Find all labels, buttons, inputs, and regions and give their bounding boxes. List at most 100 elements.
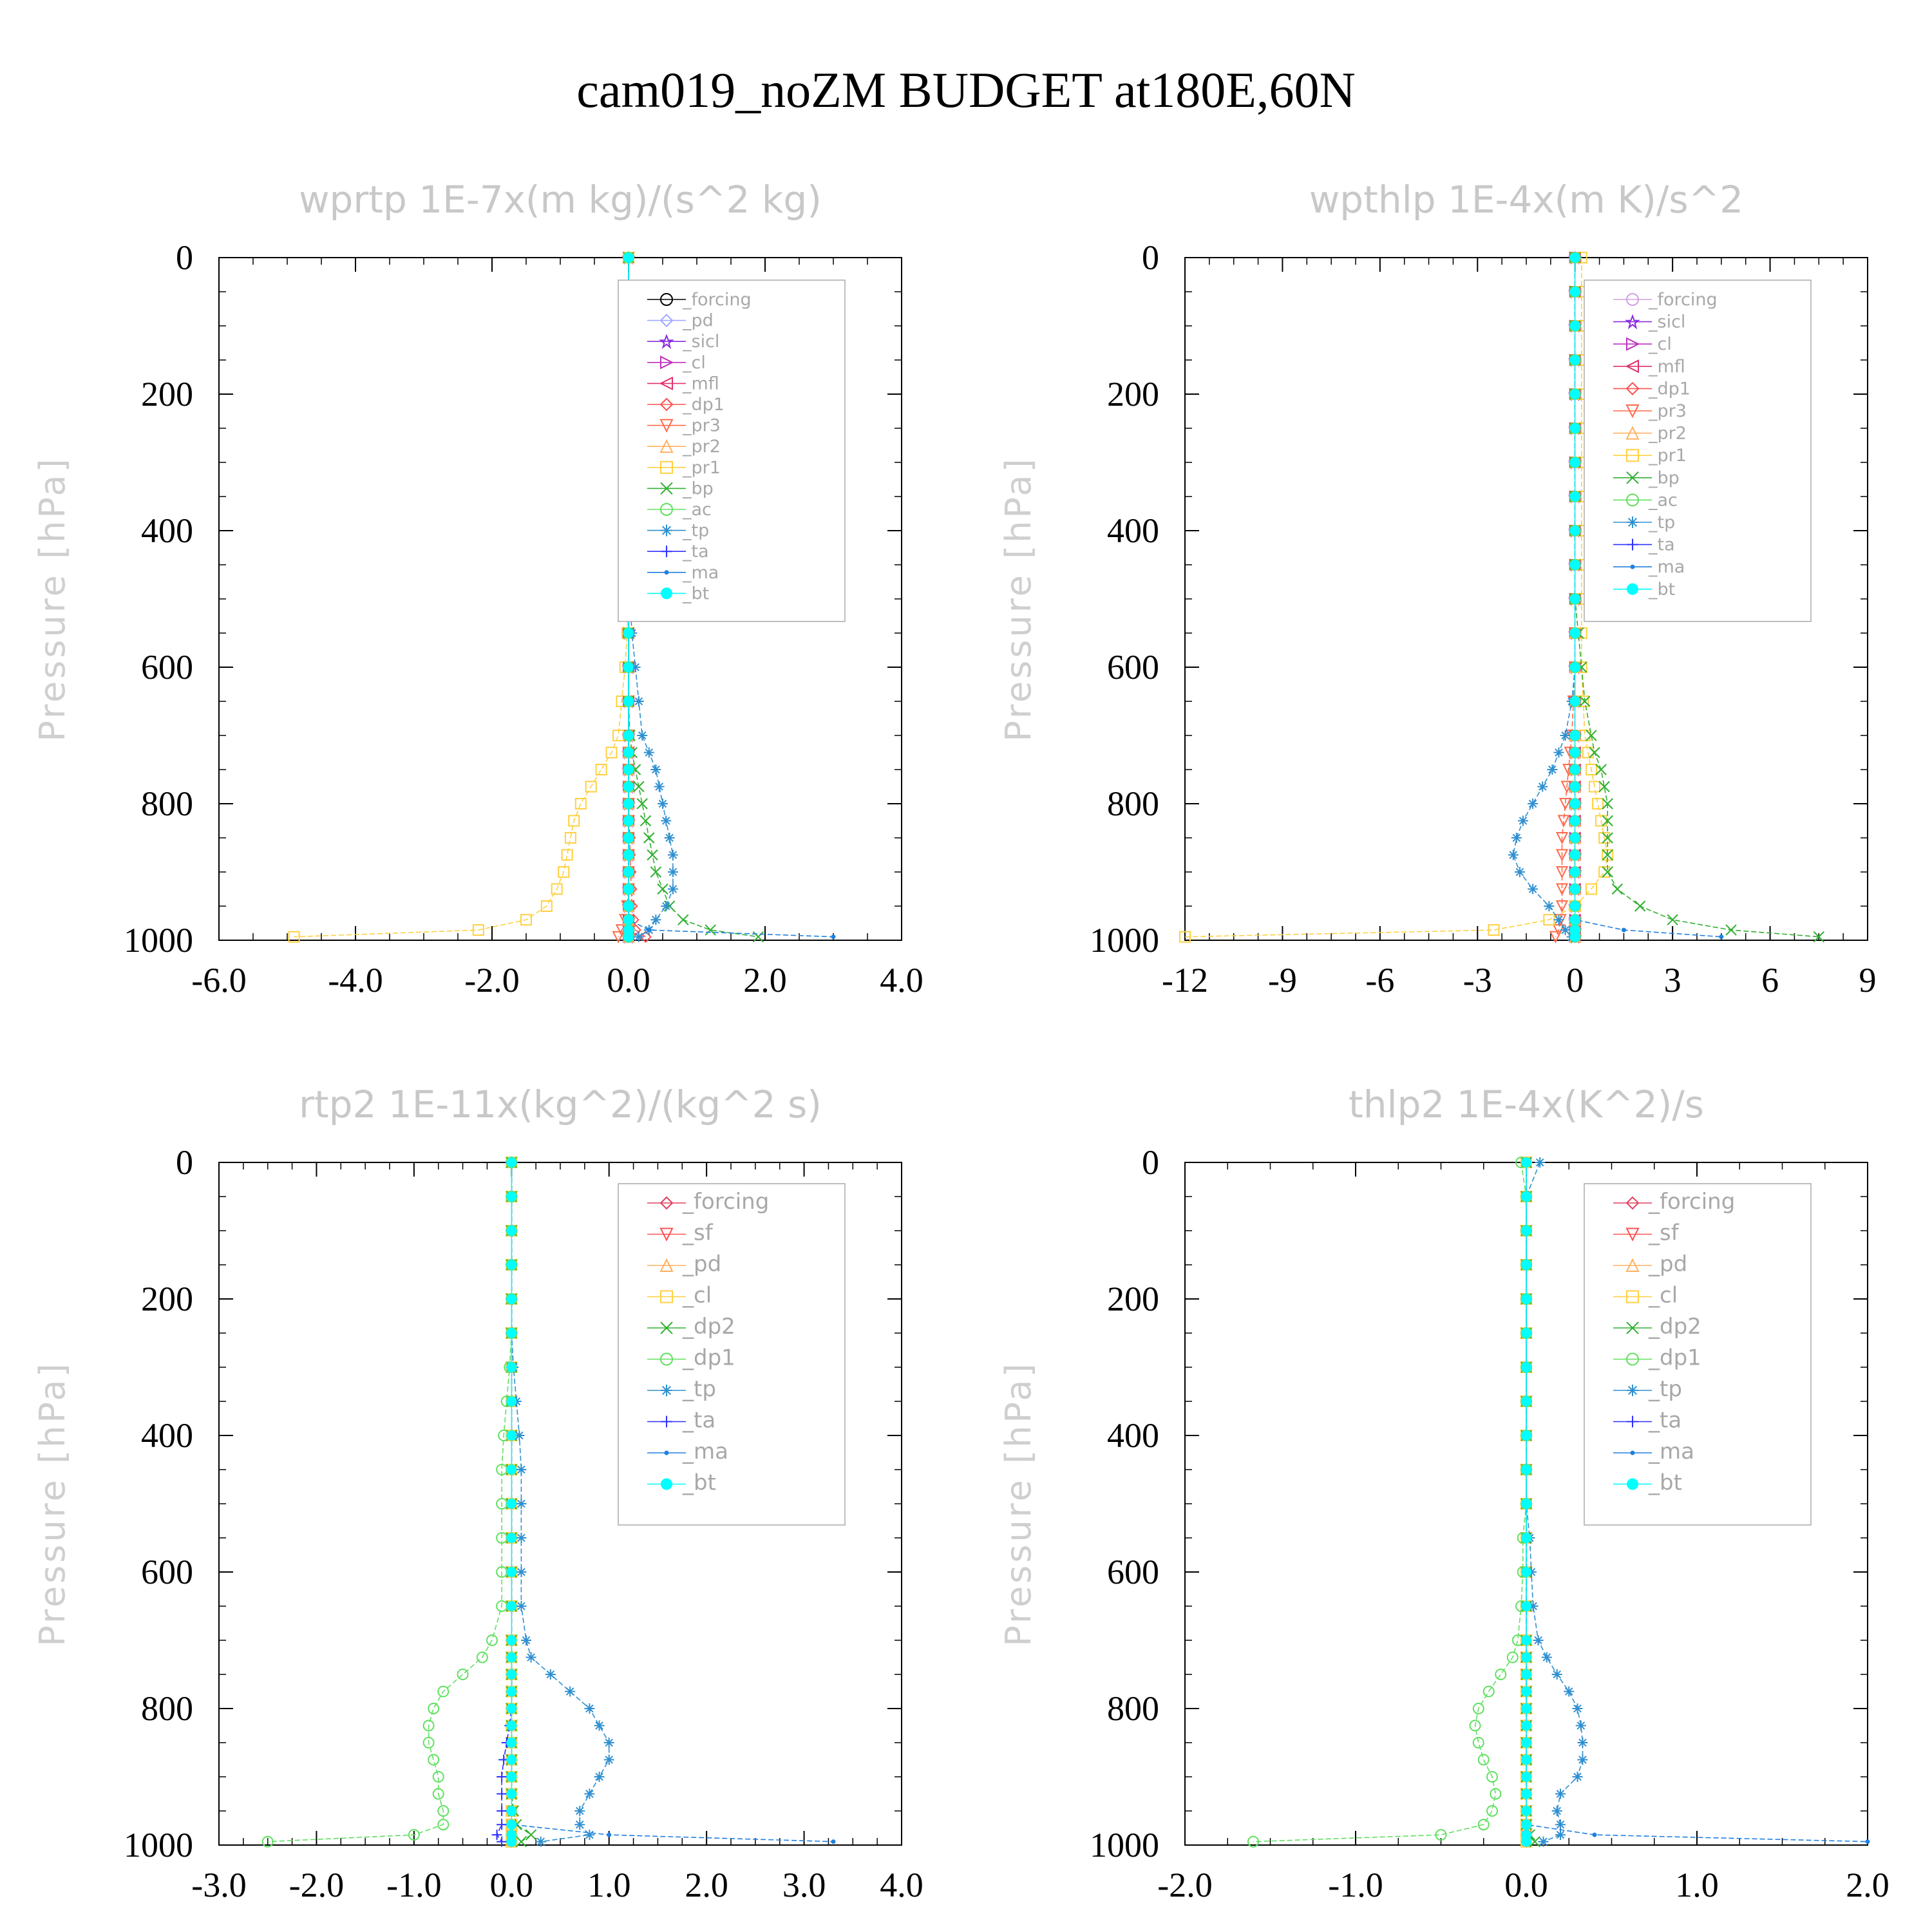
data-point: [584, 1830, 595, 1841]
data-point: [1569, 423, 1580, 433]
data-point: [650, 764, 661, 775]
legend-label: _ma: [1648, 557, 1685, 577]
data-point: [667, 849, 678, 860]
series-line: [1184, 258, 1609, 938]
legend-entry: _tp: [647, 1376, 716, 1402]
legend-label: _pr1: [1648, 446, 1687, 466]
data-point: [633, 781, 645, 793]
legend-marker: [659, 376, 673, 391]
legend-label: _pr2: [682, 437, 721, 457]
x-tick-label: 0.0: [607, 961, 650, 999]
legend-label: _pd: [682, 1251, 721, 1277]
x-tick-label: -4.0: [328, 961, 383, 999]
y-tick-label: 200: [1107, 375, 1159, 413]
legend-entry: _dp1: [647, 1345, 735, 1371]
data-point: [1521, 1669, 1531, 1680]
data-point: [432, 1788, 444, 1800]
legend-label: _dp1: [682, 1345, 735, 1371]
legend-marker: [660, 1290, 673, 1303]
data-point: [506, 1836, 517, 1847]
y-tick-label: 200: [141, 375, 193, 413]
data-point: [623, 730, 634, 741]
data-point: [1569, 491, 1580, 502]
series-line: [1526, 1162, 1584, 1842]
data-point: [506, 1294, 517, 1304]
data-point: [1495, 1669, 1507, 1680]
data-point: [661, 815, 672, 826]
data-point: [1557, 815, 1570, 828]
data-point: [677, 914, 689, 925]
figure-title: cam019_noZM BUDGET at180E,60N: [576, 62, 1356, 118]
legend-entry: _ac: [1613, 490, 1678, 510]
legend-label: _pr2: [1648, 424, 1687, 444]
data-point: [1469, 1719, 1481, 1732]
legend-entry: _dp2: [647, 1314, 735, 1340]
data-point: [1551, 1669, 1562, 1680]
data-point: [1598, 781, 1610, 793]
legend-entry: _forcing: [1613, 1189, 1735, 1215]
data-point: [1521, 1294, 1531, 1304]
data-point: [428, 1754, 440, 1766]
data-point: [1551, 1806, 1562, 1816]
y-tick-label: 800: [1107, 1689, 1159, 1728]
data-point: [476, 1651, 488, 1663]
data-point: [607, 1832, 612, 1837]
legend-label: _bt: [682, 583, 709, 603]
legend-entry: _ma: [647, 563, 719, 583]
data-point: [521, 1635, 531, 1645]
data-point: [506, 1362, 517, 1372]
data-point: [486, 1634, 498, 1646]
data-point: [831, 934, 836, 940]
data-point: [1586, 730, 1597, 741]
legend-entry: _pr2: [1613, 424, 1687, 444]
y-tick-label: 1000: [124, 921, 193, 960]
data-point: [516, 1499, 527, 1509]
data-point: [1865, 1839, 1870, 1844]
data-point: [1537, 781, 1548, 792]
series_pr1: [1179, 252, 1614, 943]
chart-panel-rtp2: rtp2 1E-11x(kg^2)/(kg^2 s) Pressure [hPa]…: [32, 1083, 923, 1904]
legend-label: _sicl: [682, 332, 719, 352]
data-point: [1514, 867, 1525, 877]
data-point: [551, 883, 563, 895]
data-point: [506, 1260, 517, 1270]
data-point: [506, 1772, 517, 1782]
legend-marker: [659, 419, 674, 433]
legend-label: _ma: [1648, 1439, 1694, 1464]
data-point: [1521, 1533, 1531, 1543]
data-point: [623, 628, 634, 638]
data-point: [643, 832, 655, 844]
x-tick-label: 4.0: [880, 1866, 923, 1904]
data-point: [1813, 931, 1824, 943]
data-point: [1592, 798, 1604, 810]
data-point: [506, 1635, 517, 1645]
legend-marker: [661, 545, 672, 558]
legend-marker: [1625, 314, 1640, 330]
data-point: [1528, 884, 1539, 895]
data-point: [422, 1719, 435, 1732]
y-tick-label: 0: [1142, 1143, 1159, 1182]
data-point: [1602, 866, 1613, 878]
data-point: [491, 1830, 502, 1841]
legend-marker: [1630, 1450, 1635, 1455]
data-point: [506, 1157, 517, 1168]
legend-marker: [664, 1450, 669, 1455]
y-tick-label: 800: [1107, 784, 1159, 823]
legend-marker: [1626, 1290, 1639, 1303]
data-point: [1569, 747, 1580, 758]
data-point: [1621, 927, 1626, 933]
legend-label: _tp: [1648, 1376, 1682, 1402]
data-point: [261, 1835, 274, 1848]
legend-label: _forcing: [1648, 1189, 1735, 1215]
data-point: [497, 1788, 507, 1799]
data-point: [516, 1567, 527, 1577]
data-point: [1555, 1819, 1566, 1830]
x-tick-label: 0.0: [490, 1866, 534, 1904]
legend-marker: [1625, 426, 1640, 440]
x-tick-label: 2.0: [743, 961, 787, 999]
y-tick-label: 1000: [1090, 1826, 1159, 1864]
data-point: [1569, 389, 1580, 399]
x-tick-label: -12: [1162, 961, 1208, 999]
data-point: [1569, 457, 1580, 468]
data-point: [1572, 1772, 1583, 1782]
